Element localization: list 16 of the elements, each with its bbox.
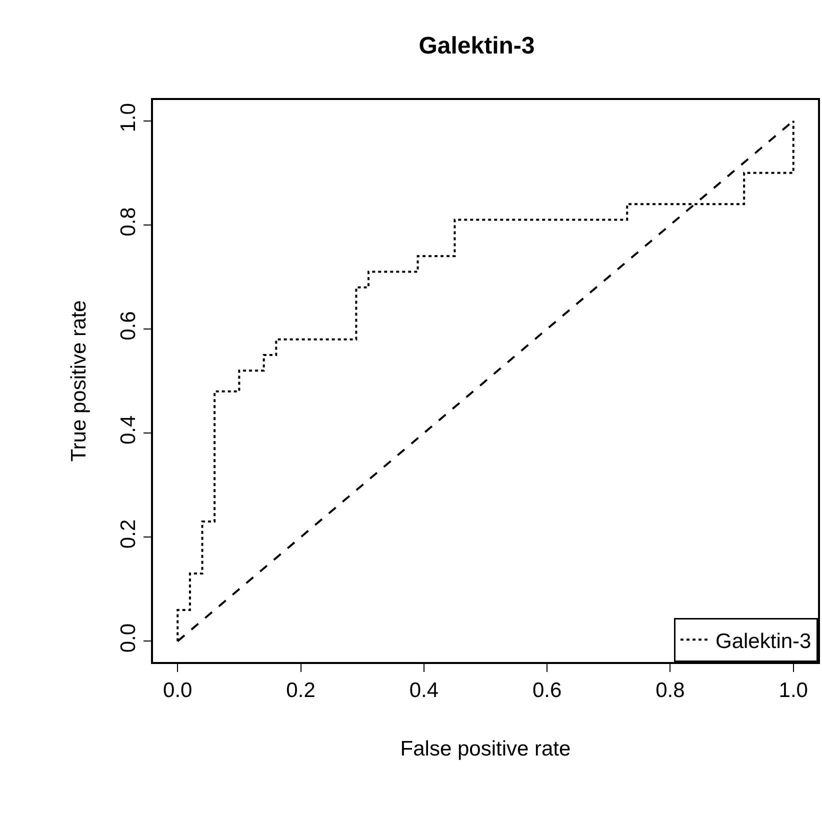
legend-label: Galektin-3 [716, 630, 812, 653]
x-tick-label: 0.2 [286, 678, 316, 702]
y-tick-label: 0.0 [116, 623, 140, 653]
x-tick-label: 0.6 [532, 678, 562, 702]
x-tick-label: 1.0 [778, 678, 808, 702]
x-tick-label: 0.0 [163, 678, 192, 702]
y-tick-label: 0.2 [116, 519, 140, 549]
y-tick-label: 0.8 [116, 207, 140, 236]
y-tick-label: 0.4 [116, 414, 140, 444]
y-tick-label: 1.0 [116, 103, 140, 132]
x-axis-title: False positive rate [400, 738, 571, 761]
x-tick-label: 0.4 [409, 678, 439, 702]
y-tick-label: 0.6 [116, 311, 140, 340]
y-axis-title: True positive rate [68, 300, 90, 462]
x-tick-label: 0.8 [656, 678, 685, 702]
chart-title: Galektin-3 [418, 32, 535, 60]
